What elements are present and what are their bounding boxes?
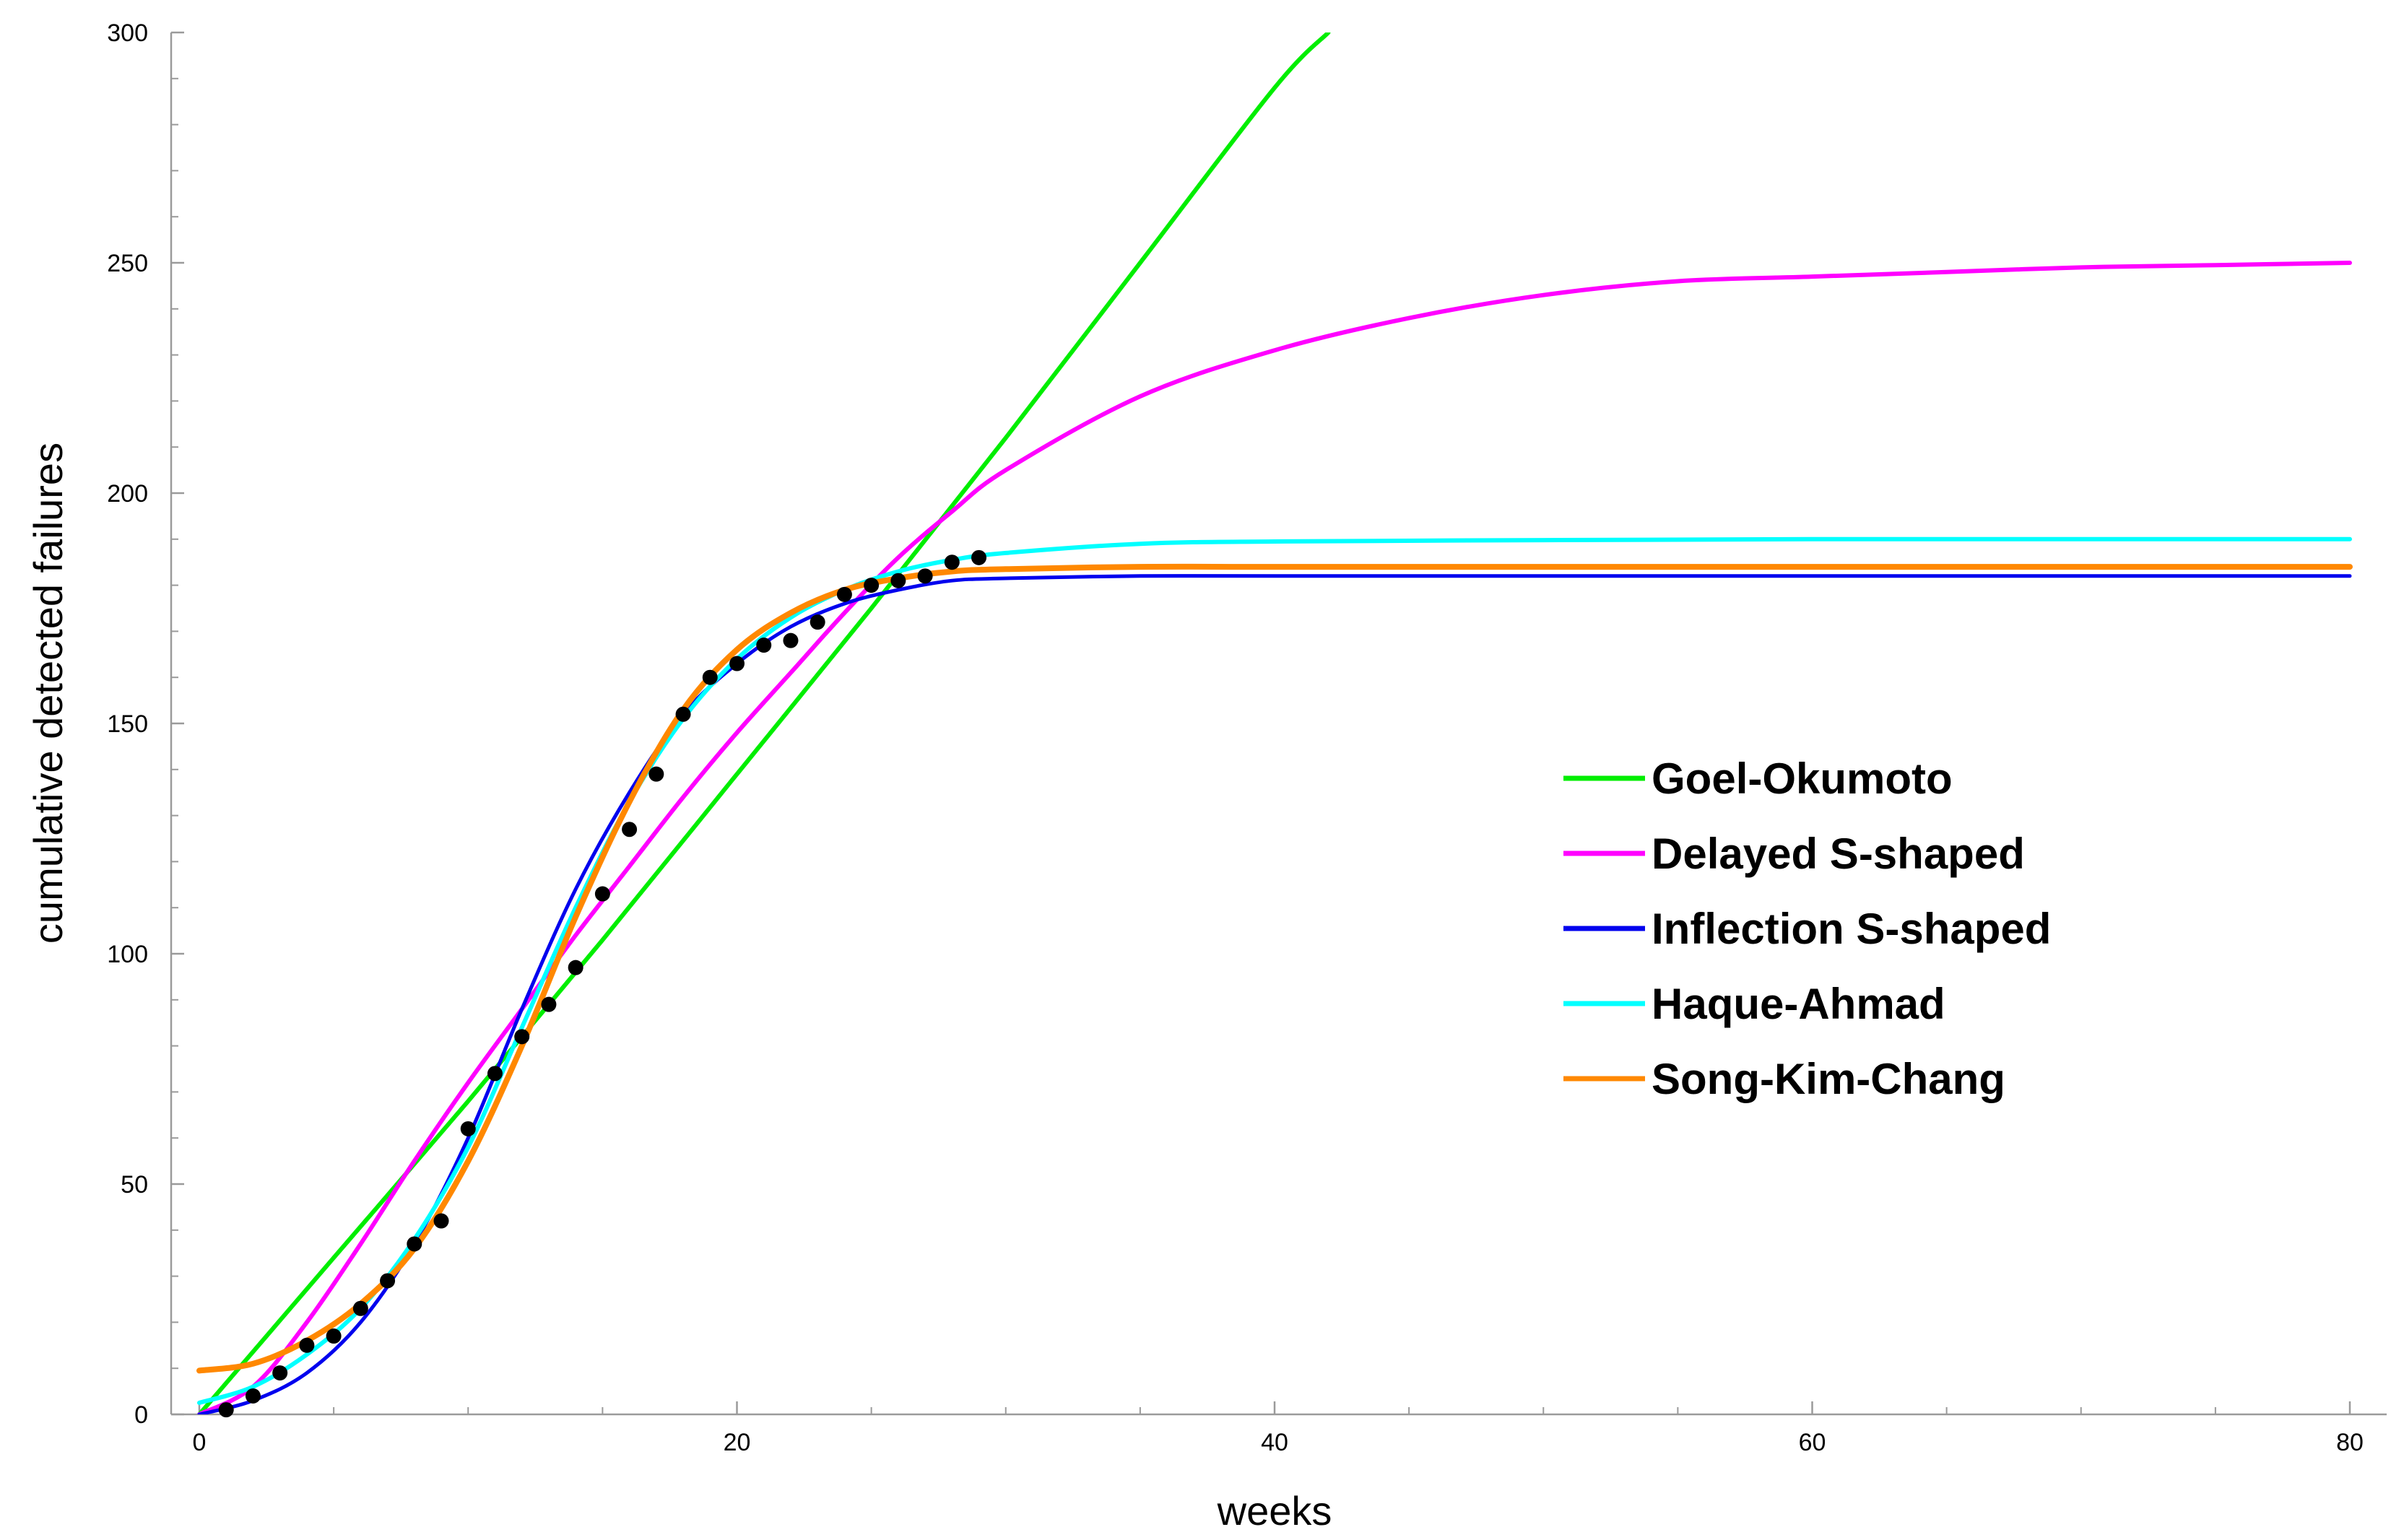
series-line-haque-ahmad <box>197 536 2352 1405</box>
y-tick-label: 100 <box>107 941 148 968</box>
data-point <box>245 1388 261 1404</box>
legend: Goel-Okumoto Delayed S-shaped Inflection S… <box>1563 754 2051 1103</box>
y-tick-label: 200 <box>107 480 148 508</box>
series-line-goel-okumoto <box>197 32 1331 1414</box>
data-point <box>541 996 557 1012</box>
data-point <box>460 1121 476 1136</box>
data-point <box>407 1236 422 1252</box>
data-point <box>299 1337 315 1353</box>
y-tick-label: 150 <box>107 710 148 738</box>
y-tick-label: 0 <box>134 1401 148 1429</box>
data-point <box>272 1365 288 1381</box>
y-tick-label: 250 <box>107 250 148 277</box>
x-axis-title: weeks <box>1217 1488 1332 1534</box>
data-point <box>890 573 906 588</box>
data-point <box>836 586 852 602</box>
data-point <box>380 1273 396 1289</box>
data-point <box>514 1029 530 1045</box>
data-point <box>433 1213 449 1229</box>
legend-label-delayed-s-shaped: Delayed S-shaped <box>1652 830 2025 878</box>
data-point <box>729 656 745 671</box>
data-point <box>487 1066 503 1082</box>
series-line-inflection-s-shaped <box>197 574 2352 1414</box>
data-point <box>864 578 880 593</box>
data-point <box>218 1402 234 1418</box>
data-point <box>352 1300 368 1316</box>
data-point <box>971 549 987 565</box>
series-line-delayed-s-shaped <box>197 261 2352 1414</box>
x-tick-label: 40 <box>1261 1429 1288 1456</box>
data-point <box>917 568 933 584</box>
data-point <box>756 638 772 653</box>
x-tick-label: 60 <box>1799 1429 1826 1456</box>
data-point <box>702 669 718 685</box>
data-point <box>944 554 960 570</box>
axes <box>170 31 2387 1416</box>
legend-label-inflection-s-shaped: Inflection S-shaped <box>1652 905 2051 953</box>
data-point <box>594 886 610 902</box>
data-point <box>783 632 799 648</box>
x-tick-label: 20 <box>724 1429 751 1456</box>
data-point <box>568 960 583 975</box>
x-tick-label: 80 <box>2336 1429 2364 1456</box>
data-point <box>675 706 691 722</box>
legend-label-goel-okumoto: Goel-Okumoto <box>1652 754 1953 803</box>
data-points <box>218 549 987 1418</box>
legend-label-haque-ahmad: Haque-Ahmad <box>1652 980 1945 1028</box>
data-point <box>326 1328 342 1344</box>
series-line-song-kim-chang <box>196 563 2353 1374</box>
data-point <box>810 614 825 630</box>
series-layer <box>196 32 2353 1414</box>
data-point <box>622 822 638 838</box>
data-point <box>648 766 664 782</box>
y-tick-label: 300 <box>107 19 148 47</box>
y-axis-title: cumulative detected failures <box>25 443 71 944</box>
x-tick-label: 0 <box>193 1429 207 1456</box>
tick-labels: 0 20 40 60 80 0 50 100 150 200 250 300 <box>107 19 2364 1456</box>
legend-label-song-kim-chang: Song-Kim-Chang <box>1652 1055 2005 1103</box>
y-tick-label: 50 <box>121 1171 148 1198</box>
